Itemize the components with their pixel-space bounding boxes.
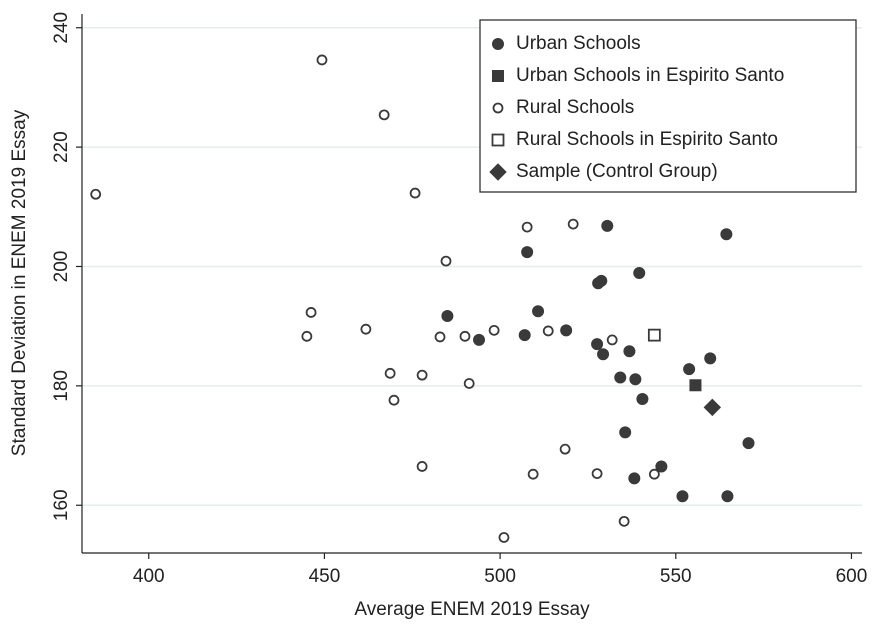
point [521, 246, 534, 259]
point [388, 394, 400, 406]
point [721, 490, 734, 503]
point [703, 398, 722, 417]
legend-label: Rural Schools in Espirito Santo [516, 129, 778, 150]
legend-marker [492, 70, 504, 82]
points [90, 54, 755, 543]
point [360, 323, 372, 335]
point [440, 255, 452, 267]
point [542, 325, 554, 337]
point [597, 348, 610, 361]
y-axis-title: Standard Deviation in ENEM 2019 Essay [9, 109, 30, 456]
legend: Urban Schools Urban Schools in Espirito S… [479, 19, 857, 193]
point [636, 393, 649, 405]
y-tick-label: 160 [51, 489, 72, 521]
y-tick-label: 200 [51, 251, 72, 283]
legend-marker [492, 38, 504, 50]
x-axis-title: Average ENEM 2019 Essay [354, 599, 590, 620]
point [473, 333, 486, 346]
point [567, 218, 579, 230]
legend-label: Rural Schools [516, 97, 634, 118]
point [591, 468, 603, 480]
point [416, 369, 428, 381]
point [633, 267, 646, 280]
point [559, 443, 571, 455]
point [521, 221, 533, 233]
point [623, 345, 636, 358]
point [601, 219, 614, 232]
point [689, 379, 702, 392]
point [704, 352, 717, 365]
point [518, 329, 531, 342]
point [384, 367, 396, 379]
point [629, 373, 642, 386]
point [628, 472, 641, 485]
legend-marker [491, 133, 505, 147]
point [305, 307, 317, 318]
point [316, 54, 328, 66]
legend-marker [489, 163, 507, 181]
y-tick-label: 220 [51, 131, 72, 163]
point [647, 328, 661, 342]
point [720, 228, 733, 241]
point [441, 310, 454, 323]
point [618, 515, 630, 527]
legend-label: Sample (Control Group) [516, 161, 718, 182]
point [532, 305, 545, 318]
point [591, 338, 604, 351]
point [648, 468, 660, 480]
point [592, 277, 605, 290]
point [409, 187, 421, 199]
legend-box [479, 19, 857, 193]
point [560, 324, 573, 337]
x-tick-label: 500 [484, 566, 516, 587]
point [619, 426, 632, 439]
point [655, 460, 668, 473]
x-tick-label: 400 [133, 566, 165, 587]
legend-label: Urban Schools [516, 33, 641, 54]
y-tick-label: 180 [51, 370, 72, 402]
point [463, 378, 475, 389]
point [606, 334, 618, 346]
point [742, 437, 755, 450]
x-tick-label: 450 [309, 566, 341, 587]
point [683, 363, 696, 376]
point [676, 490, 689, 503]
point [527, 468, 539, 480]
point [90, 188, 102, 200]
point [301, 330, 313, 342]
x-tick-label: 550 [660, 566, 692, 587]
point [459, 330, 471, 342]
legend-marker [492, 102, 504, 114]
y-tick-label: 240 [51, 12, 72, 44]
legend-label: Urban Schools in Espirito Santo [516, 65, 784, 86]
point [498, 532, 510, 543]
x-tick-label: 600 [836, 566, 868, 587]
point [488, 324, 500, 336]
point [416, 461, 428, 472]
point [434, 331, 446, 343]
point [614, 371, 627, 384]
point [378, 109, 390, 121]
